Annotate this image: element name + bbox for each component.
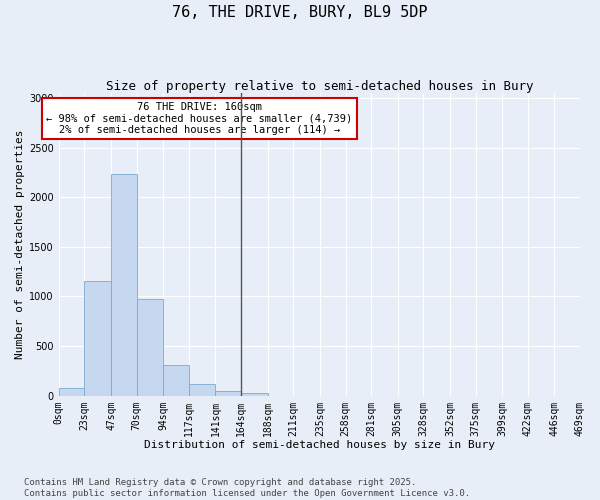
Bar <box>163 366 189 396</box>
Bar <box>189 384 215 396</box>
Bar <box>215 391 241 396</box>
X-axis label: Distribution of semi-detached houses by size in Bury: Distribution of semi-detached houses by … <box>144 440 495 450</box>
Title: Size of property relative to semi-detached houses in Bury: Size of property relative to semi-detach… <box>106 80 533 93</box>
Y-axis label: Number of semi-detached properties: Number of semi-detached properties <box>15 130 25 359</box>
Text: Contains HM Land Registry data © Crown copyright and database right 2025.
Contai: Contains HM Land Registry data © Crown c… <box>24 478 470 498</box>
Text: 76 THE DRIVE: 160sqm
← 98% of semi-detached houses are smaller (4,739)
2% of sem: 76 THE DRIVE: 160sqm ← 98% of semi-detac… <box>46 102 353 136</box>
Bar <box>85 280 111 396</box>
Text: 76, THE DRIVE, BURY, BL9 5DP: 76, THE DRIVE, BURY, BL9 5DP <box>172 5 428 20</box>
Bar <box>59 388 85 396</box>
Bar <box>137 299 163 396</box>
Bar <box>241 392 268 396</box>
Bar <box>111 174 137 396</box>
